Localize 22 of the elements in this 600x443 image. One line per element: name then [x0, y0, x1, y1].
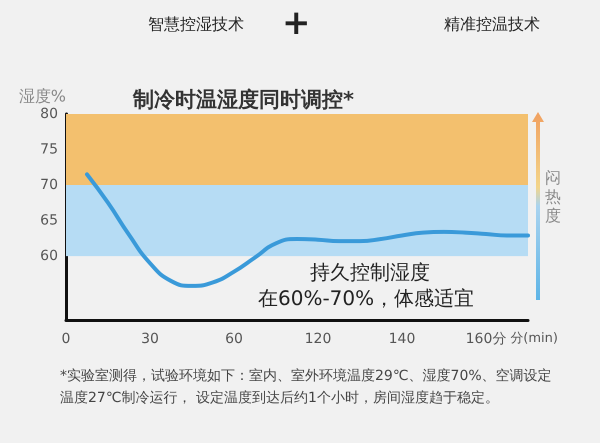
- y-tick-label: 80: [40, 106, 58, 122]
- y-axis-title: 湿度%: [18, 86, 66, 106]
- x-tick-label: 120: [304, 331, 332, 347]
- text: *实验室测得，试验环境如下：室内、室外环境温度29℃、湿度70%、空调设定温度27℃制冷运行， 设定温度到达后约1个小时，房间湿度趋于稳定。: [60, 368, 552, 406]
- x-tick-label: 140: [388, 331, 416, 347]
- y-tick-label: 70: [40, 177, 58, 194]
- line-series: [85, 172, 530, 288]
- y-tick-label: 75: [40, 142, 58, 158]
- text: 闷热度: [545, 168, 561, 225]
- x-tick-label: 30: [141, 331, 159, 347]
- y-tick-label: 65: [40, 212, 58, 229]
- annotation: 持久控制湿度: [310, 260, 430, 284]
- text: 智慧控湿技术: [148, 14, 244, 34]
- text: +: [282, 3, 310, 43]
- x-tick-label: 60: [225, 331, 243, 347]
- y-tick-label: 60: [40, 248, 58, 264]
- annotation: 在60%-70%，体感适宜: [258, 286, 474, 310]
- x-axis-title: 分(min): [510, 331, 558, 346]
- x-tick-label: 0: [62, 331, 70, 347]
- chart-title: 制冷时温湿度同时调控*: [132, 88, 354, 112]
- text: 精准控温技术: [444, 14, 540, 34]
- x-tick-label: 160分: [466, 331, 506, 347]
